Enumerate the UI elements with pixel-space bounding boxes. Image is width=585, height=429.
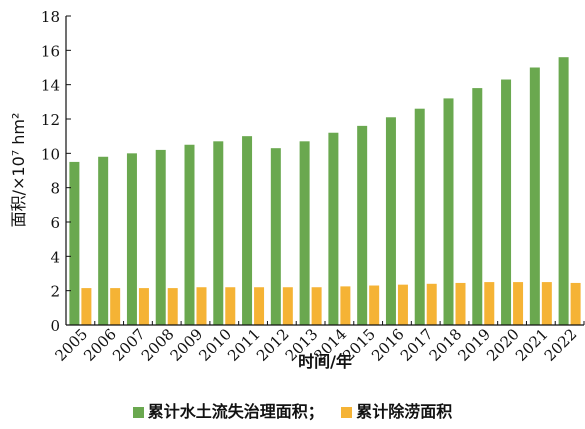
y-tick-label-16: 16 <box>41 42 60 60</box>
bar-waterlogging-2021 <box>541 282 552 325</box>
bar-soil-erosion-2018 <box>443 98 454 326</box>
bar-waterlogging-2016 <box>397 284 408 325</box>
bar-waterlogging-2014 <box>340 286 351 325</box>
bar-soil-erosion-2011 <box>242 136 253 325</box>
bar-soil-erosion-2015 <box>357 125 368 325</box>
bar-soil-erosion-2021 <box>529 67 540 325</box>
x-tick-label-2020: 2020 <box>483 325 523 365</box>
legend-item-orange: 累计除涝面积 <box>341 398 452 422</box>
bar-waterlogging-2015 <box>369 285 380 325</box>
x-tick-label-2016: 2016 <box>368 325 408 365</box>
x-tick-label-2007: 2007 <box>109 325 149 365</box>
x-tick-label-2018: 2018 <box>426 325 466 365</box>
bar-soil-erosion-2008 <box>155 149 166 325</box>
legend: 累计水土流失治理面积； 累计除涝面积 <box>0 398 585 422</box>
x-tick-label-2012: 2012 <box>253 325 293 365</box>
bar-waterlogging-2018 <box>455 282 466 325</box>
bar-soil-erosion-2009 <box>184 144 195 325</box>
x-tick-label-2006: 2006 <box>80 325 120 365</box>
bar-waterlogging-2005 <box>81 288 92 325</box>
bar-waterlogging-2006 <box>110 288 121 325</box>
bar-soil-erosion-2005 <box>69 161 80 325</box>
y-tick-label-10: 10 <box>41 145 60 163</box>
x-tick-label-2009: 2009 <box>167 325 207 365</box>
bar-soil-erosion-2012 <box>270 148 281 325</box>
x-axis-label: 时间/年 <box>298 352 352 371</box>
bar-soil-erosion-2007 <box>126 153 137 325</box>
x-tick-label-2011: 2011 <box>224 325 264 365</box>
bar-soil-erosion-2017 <box>414 108 425 325</box>
bar-waterlogging-2012 <box>282 287 293 325</box>
bar-soil-erosion-2013 <box>299 141 310 325</box>
y-tick-label-4: 4 <box>50 248 60 266</box>
legend-label-orange: 累计除涝面积 <box>356 402 453 421</box>
bar-waterlogging-2008 <box>167 288 178 325</box>
x-tick-label-2019: 2019 <box>454 325 494 365</box>
bar-soil-erosion-2022 <box>558 57 569 325</box>
legend-label-green: 累计水土流失治理面积； <box>147 402 324 421</box>
y-tick-label-0: 0 <box>50 317 60 335</box>
bar-waterlogging-2007 <box>138 288 149 325</box>
bar-soil-erosion-2020 <box>501 79 512 326</box>
bar-waterlogging-2013 <box>311 287 322 325</box>
y-axis-label: 面积/×10⁷ hm² <box>9 113 28 228</box>
y-tick-label-12: 12 <box>41 111 60 129</box>
bars-layer <box>69 57 581 326</box>
legend-swatch-orange <box>341 407 353 418</box>
bar-waterlogging-2010 <box>225 287 236 325</box>
x-tick-label-2008: 2008 <box>138 325 178 365</box>
legend-swatch-green <box>132 407 144 418</box>
bar-waterlogging-2019 <box>484 282 495 325</box>
bar-soil-erosion-2016 <box>385 117 396 326</box>
x-tick-label-2017: 2017 <box>397 325 437 365</box>
x-tick-label-2022: 2022 <box>541 325 581 365</box>
y-tick-label-18: 18 <box>41 8 60 26</box>
y-tick-label-2: 2 <box>50 283 60 301</box>
bar-soil-erosion-2019 <box>472 88 483 325</box>
bar-soil-erosion-2014 <box>328 132 339 325</box>
bar-waterlogging-2020 <box>513 282 524 325</box>
bar-soil-erosion-2010 <box>213 141 224 325</box>
bar-waterlogging-2011 <box>254 287 265 325</box>
bar-waterlogging-2009 <box>196 287 207 325</box>
y-tick-label-14: 14 <box>41 77 60 95</box>
bar-soil-erosion-2006 <box>98 156 109 325</box>
bar-waterlogging-2017 <box>426 283 437 325</box>
bar-waterlogging-2022 <box>570 282 581 325</box>
y-tick-label-8: 8 <box>50 180 60 198</box>
x-tick-label-2010: 2010 <box>195 325 235 365</box>
legend-item-green: 累计水土流失治理面积； <box>132 398 324 422</box>
y-tick-label-6: 6 <box>50 214 60 232</box>
x-tick-label-2021: 2021 <box>512 325 552 365</box>
